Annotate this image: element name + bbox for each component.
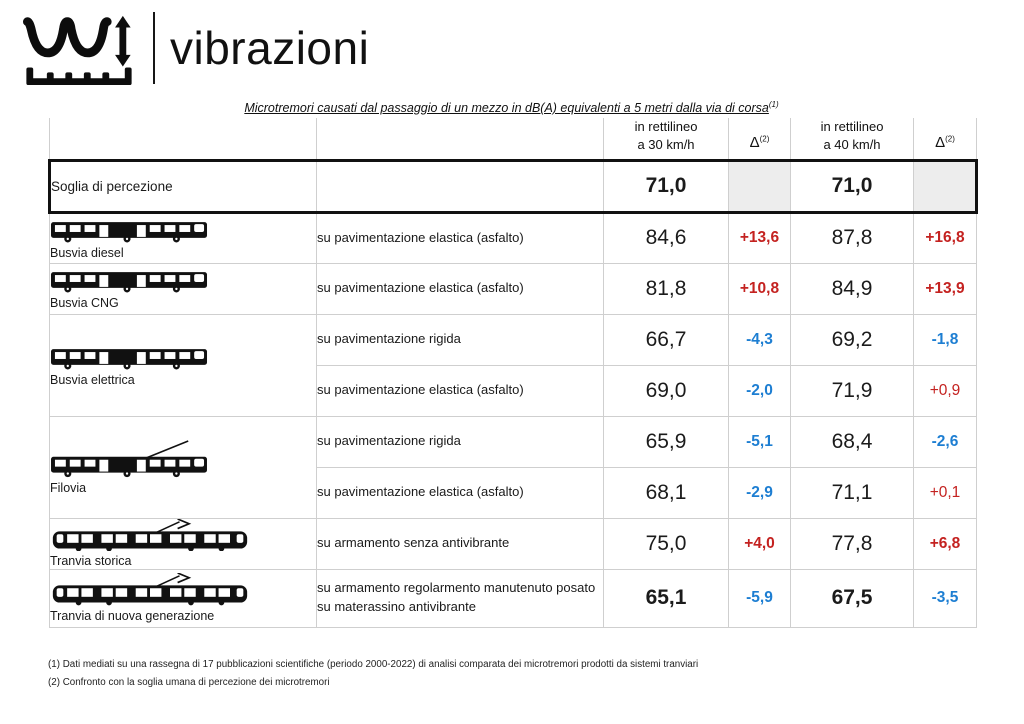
column-header-40kmh: in rettilineo a 40 km/h [790, 118, 914, 161]
surface-cell: su pavimentazione elastica (asfalto) [316, 364, 604, 417]
value-cell-30: 69,0 [603, 364, 729, 417]
value-cell-40: 84,9 [790, 262, 914, 315]
vehicle-cell: Filovia [49, 415, 317, 519]
vibration-table: in rettilineo a 30 km/h Δ(2) in rettiline… [48, 118, 978, 628]
threshold-row: Soglia di percezione 71,0 71,0 [48, 158, 978, 214]
header-surface-spacer [316, 118, 604, 161]
surface-cell: su pavimentazione elastica (asfalto) [316, 262, 604, 315]
vehicle-label: Tranvia storica [50, 554, 132, 569]
delta-cell-40: -3,5 [913, 568, 977, 628]
delta-cell-30: +13,6 [728, 211, 791, 264]
value-cell-40: 67,5 [790, 568, 914, 628]
footnote-1: (1) Dati mediati su una rassegna di 17 p… [48, 659, 699, 670]
vehicle-label: Filovia [50, 480, 87, 495]
vehicle-cell: Tranvia storica [49, 517, 317, 570]
value-cell-30: 68,1 [603, 466, 729, 519]
caption-text: Microtremori causati dal passaggio di un… [244, 101, 769, 116]
value-cell-40: 71,9 [790, 364, 914, 417]
delta-cell-30: +4,0 [728, 517, 791, 570]
surface-cell: su armamento regolarmento manutenuto pos… [316, 568, 604, 628]
table-row: Busvia elettrica su pavimentazione rigid… [49, 313, 977, 417]
column-header-30kmh: in rettilineo a 30 km/h [603, 118, 729, 161]
table-row: Busvia CNG su pavimentazione elastica (a… [49, 262, 977, 315]
trolleybus-icon [51, 440, 207, 478]
vehicle-cell: Busvia diesel [49, 211, 317, 264]
delta-cell-40: -1,8 [913, 313, 977, 366]
vehicle-cell: Busvia elettrica [49, 313, 317, 417]
table-row: su pavimentazione elastica (asfalto) 69,… [50, 364, 977, 417]
articulated-bus-icon [50, 348, 208, 369]
vehicle-label: Busvia elettrica [50, 372, 135, 387]
value-cell-40: 77,8 [790, 517, 914, 570]
page-title: vibrazioni [170, 22, 370, 74]
table-caption: Microtremori causati dal passaggio di un… [48, 100, 975, 115]
delta-footnote-ref: (2) [945, 134, 955, 144]
page-header: vibrazioni [20, 10, 369, 86]
header-vehicle-spacer [49, 118, 317, 161]
surface-cell: su pavimentazione rigida [316, 313, 604, 366]
threshold-label: Soglia di percezione [48, 158, 317, 214]
table-row: Busvia diesel su pavimentazione elastica… [49, 211, 977, 264]
tram-icon [52, 518, 248, 552]
footnotes: (1) Dati mediati su una rassegna di 17 p… [48, 656, 698, 691]
delta-cell-30: -5,1 [728, 415, 791, 468]
value-cell-30: 75,0 [603, 517, 729, 570]
delta-cell-40: +6,8 [913, 517, 977, 570]
table-row: Tranvia di nuova generazione su armament… [49, 568, 977, 628]
table-row: Tranvia storica su armamento senza antiv… [49, 517, 977, 570]
surface-cell: su pavimentazione elastica (asfalto) [316, 466, 604, 519]
vehicle-label: Tranvia di nuova generazione [50, 608, 215, 623]
caption-footnote-ref: (1) [768, 100, 779, 109]
articulated-bus-icon [50, 272, 208, 293]
threshold-delta-40-cell [913, 158, 978, 214]
surface-cell: su pavimentazione elastica (asfalto) [316, 211, 604, 264]
value-cell-40: 71,1 [790, 466, 914, 519]
value-cell-40: 69,2 [790, 313, 914, 366]
header-divider [153, 12, 155, 84]
vehicle-cell: Busvia CNG [49, 262, 317, 315]
delta-cell-40: +0,9 [913, 364, 977, 417]
column-header-delta40: Δ(2) [913, 118, 977, 161]
threshold-value-30: 71,0 [603, 158, 729, 214]
value-cell-30: 65,9 [603, 415, 729, 468]
threshold-surface-cell [316, 158, 604, 214]
delta-cell-40: +13,9 [913, 262, 977, 315]
vehicle-label: Busvia CNG [50, 296, 119, 310]
value-cell-40: 68,4 [790, 415, 914, 468]
surface-cell: su armamento senza antivibrante [316, 517, 604, 570]
surface-cell: su pavimentazione rigida [316, 415, 604, 468]
column-header-row: in rettilineo a 30 km/h Δ(2) in rettiline… [49, 118, 977, 161]
column-header-delta30: Δ(2) [728, 118, 791, 161]
delta-footnote-ref: (2) [759, 134, 770, 144]
threshold-delta-30-cell [728, 158, 791, 214]
threshold-value-40: 71,0 [790, 158, 914, 214]
value-cell-40: 87,8 [790, 211, 914, 264]
delta-cell-30: +10,8 [728, 262, 791, 315]
delta-cell-30: -4,3 [728, 313, 791, 366]
delta-cell-30: -2,9 [728, 466, 791, 519]
delta-cell-30: -2,0 [728, 364, 791, 417]
vehicle-cell: Tranvia di nuova generazione [49, 568, 317, 628]
tram-icon [52, 573, 248, 606]
delta-symbol: Δ [935, 134, 946, 152]
articulated-bus-icon [50, 221, 208, 242]
delta-cell-30: -5,9 [728, 568, 791, 628]
value-cell-30: 66,7 [603, 313, 729, 366]
vibration-wave-arrow-icon [22, 15, 132, 86]
value-cell-30: 84,6 [603, 211, 729, 264]
footnote-2: (2) Confronto con la soglia umana di per… [48, 676, 330, 688]
value-cell-30: 81,8 [603, 262, 729, 315]
value-cell-30: 65,1 [603, 568, 729, 628]
delta-cell-40: +0,1 [913, 466, 977, 519]
vehicle-label: Busvia diesel [50, 245, 124, 260]
delta-cell-40: -2,6 [913, 415, 977, 468]
delta-symbol: Δ [749, 134, 760, 152]
delta-cell-40: +16,8 [913, 211, 977, 264]
table-row: Filovia su pavimentazione rigida 65,9 -5… [49, 415, 977, 519]
